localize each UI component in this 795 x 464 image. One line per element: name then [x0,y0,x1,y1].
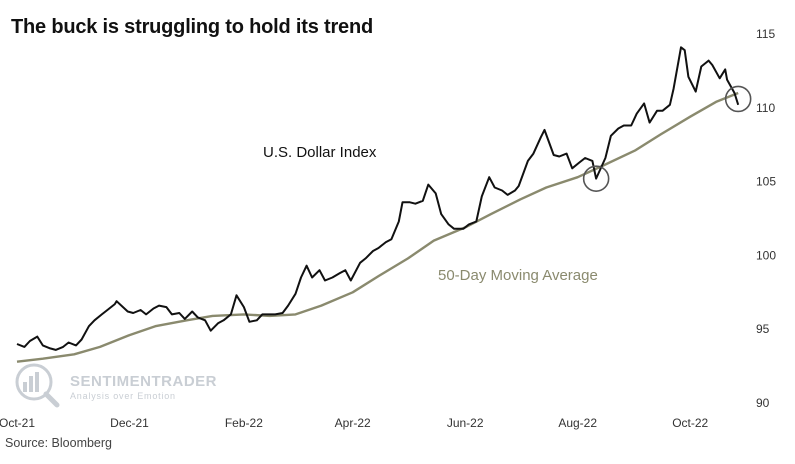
y-tick-label: 95 [756,322,770,336]
y-tick-label: 105 [756,175,776,189]
sentimentrader-logo-icon [15,363,60,408]
annotations [582,85,752,192]
chart-title: The buck is struggling to hold its trend [11,16,374,38]
x-tick-label: Feb-22 [225,416,263,430]
y-tick-label: 100 [756,248,776,262]
y-tick-label: 90 [756,396,770,410]
x-tick-label: Oct-21 [0,416,35,430]
watermark-name: SENTIMENTRADER [70,373,217,390]
dollar-index-line [16,46,740,351]
annotation-circle [724,85,752,113]
plot-lines [16,46,740,363]
y-tick-label: 110 [756,101,775,115]
watermark-tagline: Analysis over Emotion [70,391,176,401]
moving-average-line [16,91,739,363]
x-tick-label: Aug-22 [558,416,597,430]
annotation-circle [582,165,610,192]
x-tick-label: Oct-22 [672,416,708,430]
series-labels: U.S. Dollar Index 50-Day Moving Average [263,144,598,284]
y-tick-label: 115 [756,27,775,41]
x-tick-label: Dec-21 [110,416,149,430]
moving-average-label: 50-Day Moving Average [438,267,598,284]
watermark: SENTIMENTRADER Analysis over Emotion [15,363,217,408]
dollar-index-label: U.S. Dollar Index [263,144,377,161]
source-note: Source: Bloomberg [5,436,113,450]
x-tick-label: Apr-22 [335,416,371,430]
x-axis: Oct-21 Dec-21 Feb-22 Apr-22 Jun-22 Aug-22 Oct-… [0,416,709,430]
y-axis: 90 95 100 105 110 115 [756,27,776,410]
x-tick-label: Jun-22 [447,416,484,430]
